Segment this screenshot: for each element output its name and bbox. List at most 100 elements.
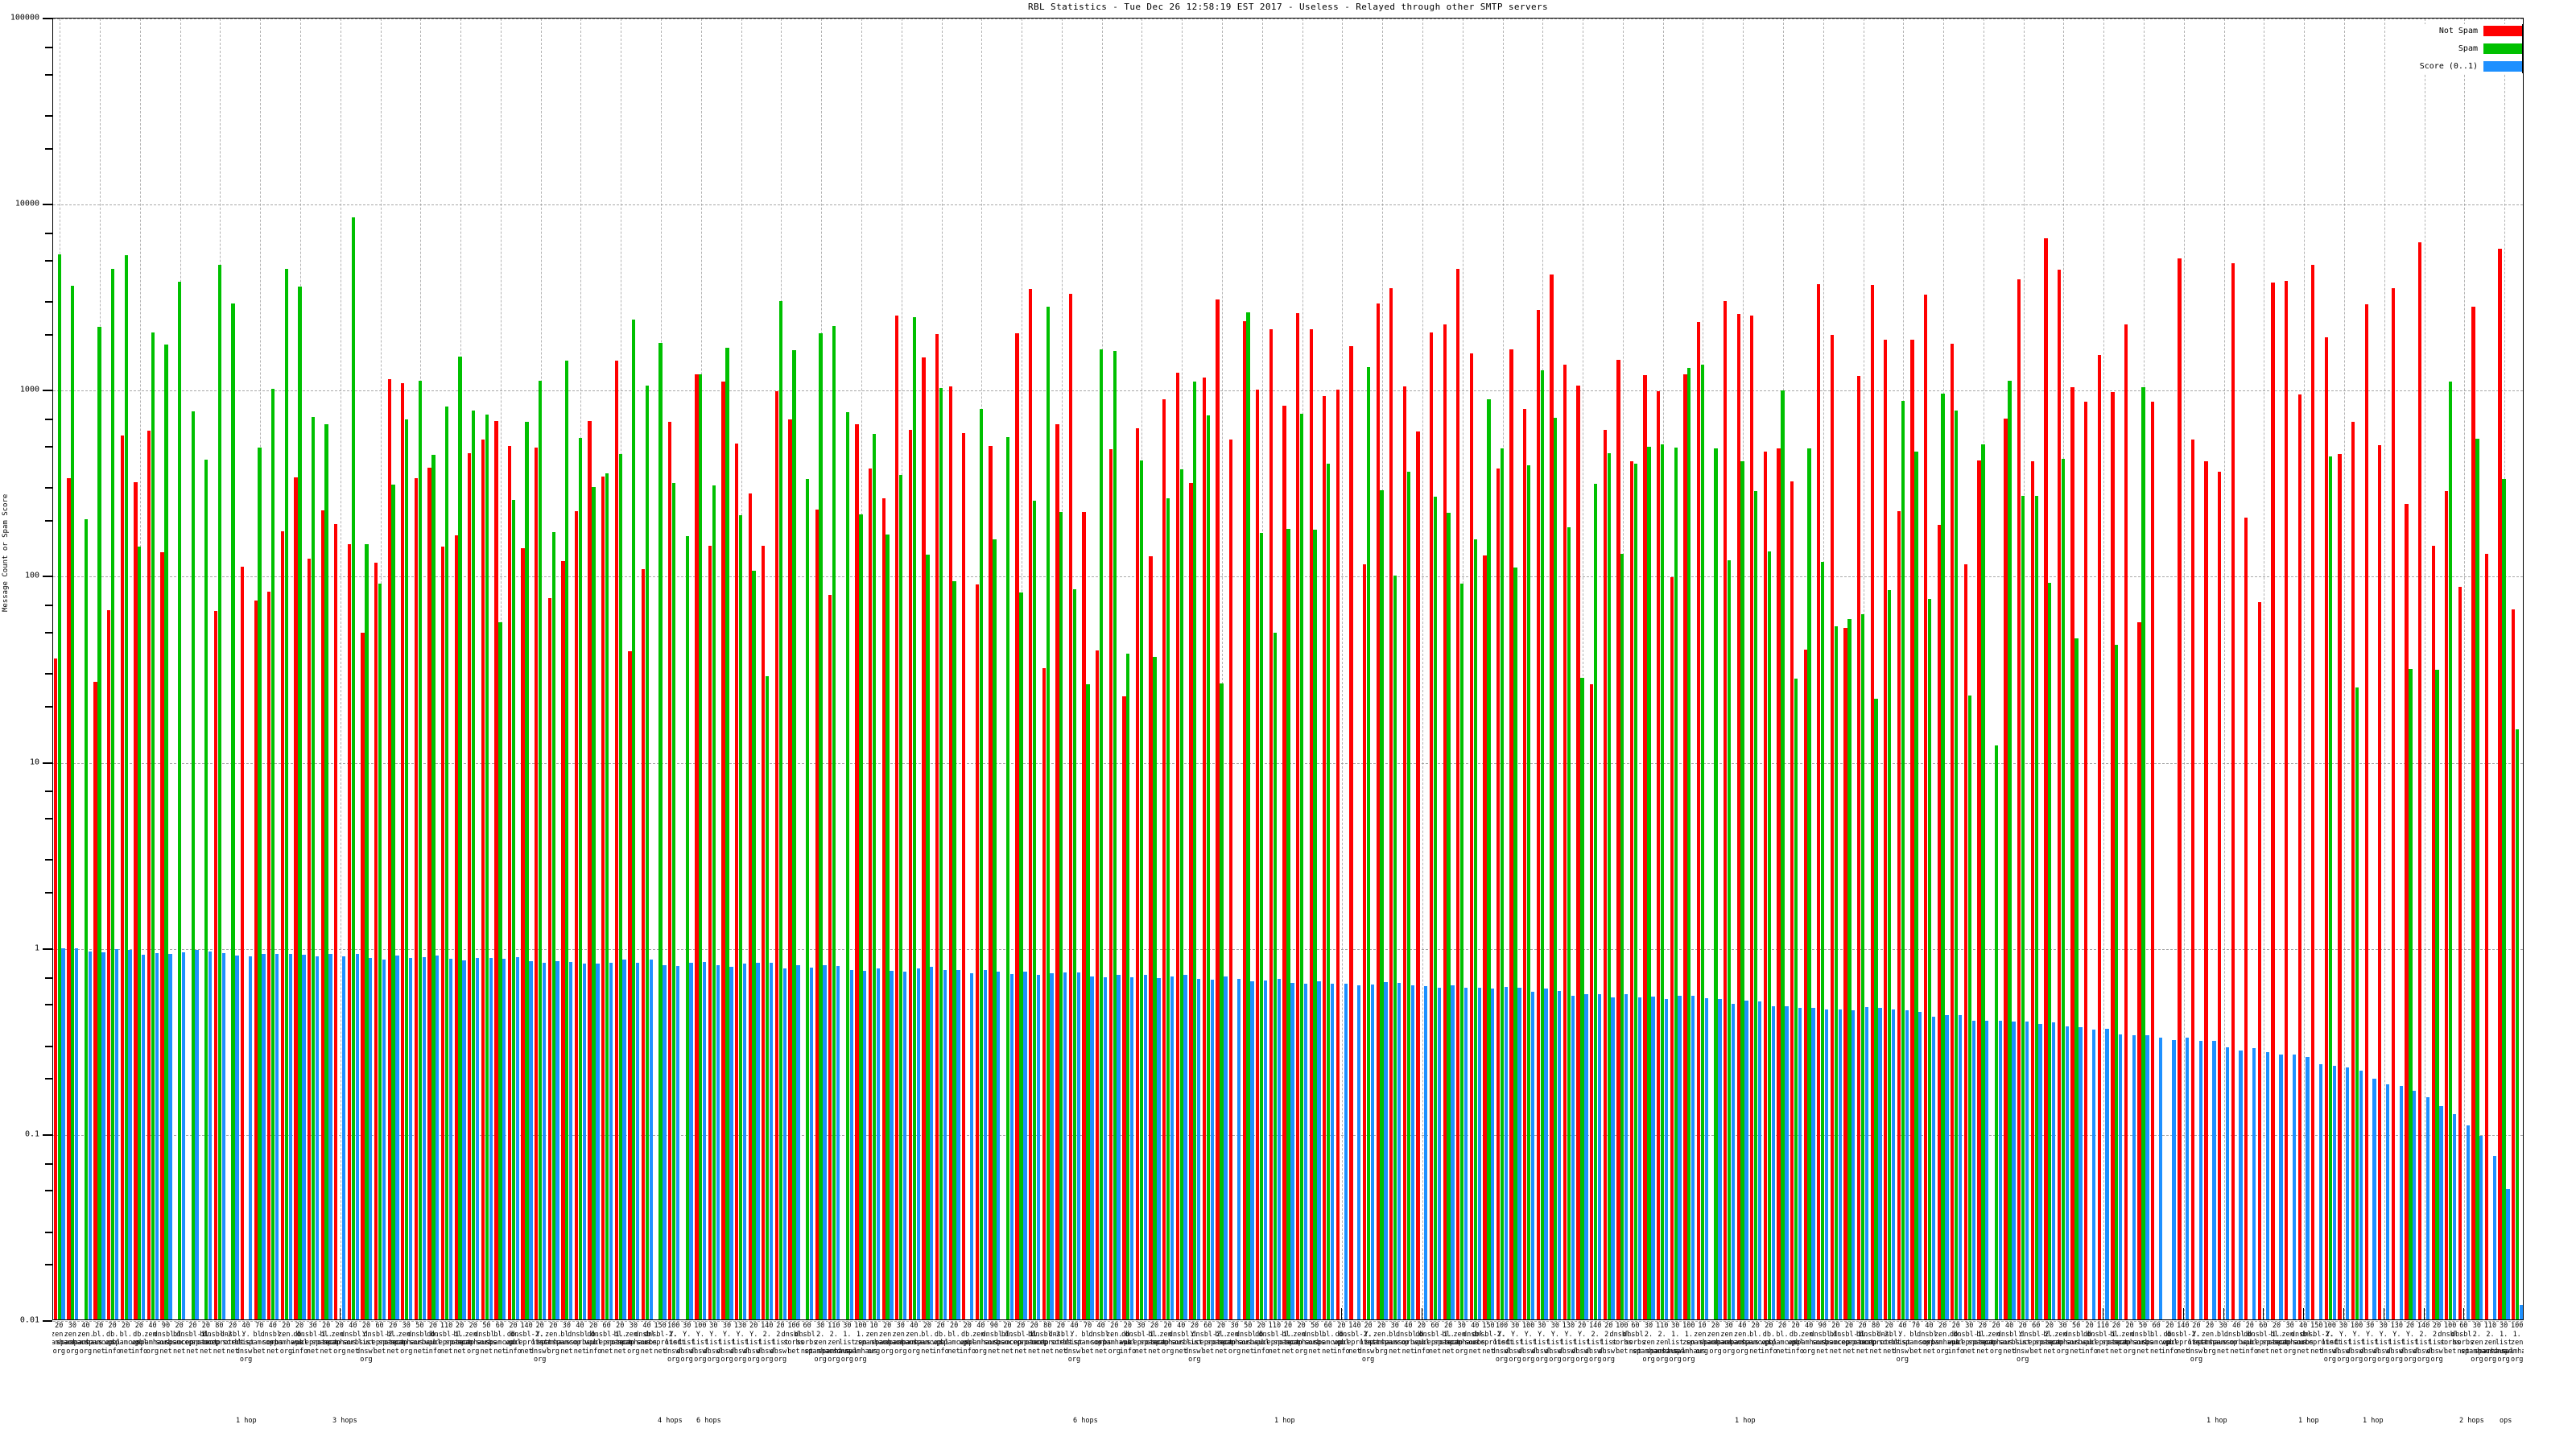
bar-score[interactable] (2132, 1034, 2136, 1319)
bar-spam[interactable] (979, 408, 983, 1319)
bar-group[interactable] (628, 19, 640, 1319)
bar-group[interactable] (1977, 19, 1989, 1319)
bar-group[interactable] (174, 19, 186, 1319)
bar-not-spam[interactable] (1282, 406, 1286, 1319)
bar-not-spam[interactable] (2124, 324, 2128, 1319)
bar-not-spam[interactable] (828, 595, 832, 1319)
bar-score[interactable] (1852, 1010, 1856, 1319)
bar-not-spam[interactable] (1149, 555, 1153, 1319)
bar-spam[interactable] (525, 421, 529, 1319)
bar-score[interactable] (1571, 995, 1575, 1319)
bar-spam[interactable] (565, 361, 569, 1319)
bar-spam[interactable] (1660, 444, 1665, 1319)
bar-score[interactable] (636, 962, 640, 1319)
bar-not-spam[interactable] (1977, 460, 1981, 1319)
bar-group[interactable] (414, 19, 427, 1319)
bar-group[interactable] (2364, 19, 2377, 1319)
bar-not-spam[interactable] (1295, 313, 1300, 1319)
bar-not-spam[interactable] (708, 545, 712, 1319)
bar-score[interactable] (569, 962, 573, 1319)
bar-score[interactable] (422, 956, 426, 1319)
bar-spam[interactable] (1781, 390, 1785, 1319)
bar-not-spam[interactable] (1216, 299, 1220, 1319)
bar-score[interactable] (2212, 1041, 2216, 1319)
bar-not-spam[interactable] (788, 419, 792, 1319)
bar-group[interactable] (734, 19, 747, 1319)
bar-group[interactable] (2017, 19, 2029, 1319)
bar-not-spam[interactable] (2244, 518, 2248, 1319)
bar-spam[interactable] (2074, 638, 2079, 1319)
bar-spam[interactable] (2008, 380, 2012, 1319)
bar-score[interactable] (1664, 998, 1669, 1319)
bar-group[interactable] (1256, 19, 1268, 1319)
bar-score[interactable] (1477, 988, 1481, 1319)
bar-score[interactable] (983, 970, 987, 1319)
bar-not-spam[interactable] (2471, 306, 2475, 1319)
bar-spam[interactable] (1754, 491, 1758, 1319)
bar-spam[interactable] (1273, 633, 1277, 1319)
bar-not-spam[interactable] (267, 591, 271, 1319)
bar-group[interactable] (267, 19, 279, 1319)
bar-spam[interactable] (1366, 366, 1371, 1319)
bar-not-spam[interactable] (1616, 360, 1620, 1319)
bar-not-spam[interactable] (2204, 460, 2208, 1319)
bar-not-spam[interactable] (535, 448, 539, 1319)
bar-score[interactable] (2012, 1022, 2016, 1319)
bar-not-spam[interactable] (762, 546, 766, 1319)
bar-not-spam[interactable] (2257, 601, 2262, 1319)
bar-not-spam[interactable] (1843, 627, 1847, 1319)
bar-group[interactable] (1937, 19, 1950, 1319)
bar-not-spam[interactable] (574, 510, 579, 1319)
bar-not-spam[interactable] (1362, 564, 1367, 1319)
bar-spam[interactable] (1860, 614, 1865, 1319)
bar-group[interactable] (868, 19, 881, 1319)
bar-score[interactable] (1250, 980, 1254, 1319)
bar-spam[interactable] (485, 414, 489, 1319)
bar-group[interactable] (2458, 19, 2471, 1319)
bar-spam[interactable] (1032, 501, 1037, 1319)
bar-not-spam[interactable] (641, 568, 646, 1319)
bar-group[interactable] (1963, 19, 1976, 1319)
bar-score[interactable] (1170, 976, 1174, 1319)
bar-spam[interactable] (671, 482, 676, 1319)
bar-score[interactable] (876, 968, 881, 1319)
bar-score[interactable] (1491, 988, 1495, 1319)
bar-not-spam[interactable] (1817, 284, 1821, 1319)
bar-score[interactable] (2306, 1057, 2310, 1319)
bar-group[interactable] (1189, 19, 1201, 1319)
bar-not-spam[interactable] (2284, 281, 2289, 1319)
bar-not-spam[interactable] (774, 391, 779, 1319)
bar-group[interactable] (708, 19, 720, 1319)
bar-group[interactable] (1376, 19, 1389, 1319)
bar-group[interactable] (1108, 19, 1121, 1319)
bar-spam[interactable] (2061, 458, 2066, 1319)
bar-spam[interactable] (645, 385, 650, 1319)
bar-spam[interactable] (2115, 644, 2119, 1319)
bar-group[interactable] (2324, 19, 2337, 1319)
bar-score[interactable] (75, 947, 79, 1319)
bar-group[interactable] (1443, 19, 1455, 1319)
bar-group[interactable] (1015, 19, 1027, 1319)
bar-spam[interactable] (592, 486, 596, 1319)
bar-not-spam[interactable] (1042, 668, 1046, 1319)
bar-score[interactable] (61, 948, 65, 1319)
bar-score[interactable] (2198, 1041, 2202, 1319)
bar-not-spam[interactable] (2217, 472, 2222, 1319)
bar-group[interactable] (1670, 19, 1682, 1319)
bar-spam[interactable] (725, 347, 729, 1319)
bar-not-spam[interactable] (561, 560, 565, 1319)
bar-not-spam[interactable] (815, 510, 819, 1319)
bar-group[interactable] (2257, 19, 2270, 1319)
bar-score[interactable] (2346, 1067, 2350, 1319)
bar-group[interactable] (1149, 19, 1161, 1319)
bar-group[interactable] (134, 19, 146, 1319)
bar-group[interactable] (2512, 19, 2524, 1319)
bar-not-spam[interactable] (1068, 294, 1073, 1319)
bar-group[interactable] (240, 19, 253, 1319)
bar-spam[interactable] (1620, 553, 1624, 1319)
bar-score[interactable] (235, 955, 239, 1319)
bar-spam[interactable] (1447, 512, 1451, 1319)
bar-score[interactable] (1558, 991, 1562, 1319)
bar-not-spam[interactable] (1723, 300, 1728, 1319)
bar-score[interactable] (969, 973, 974, 1319)
